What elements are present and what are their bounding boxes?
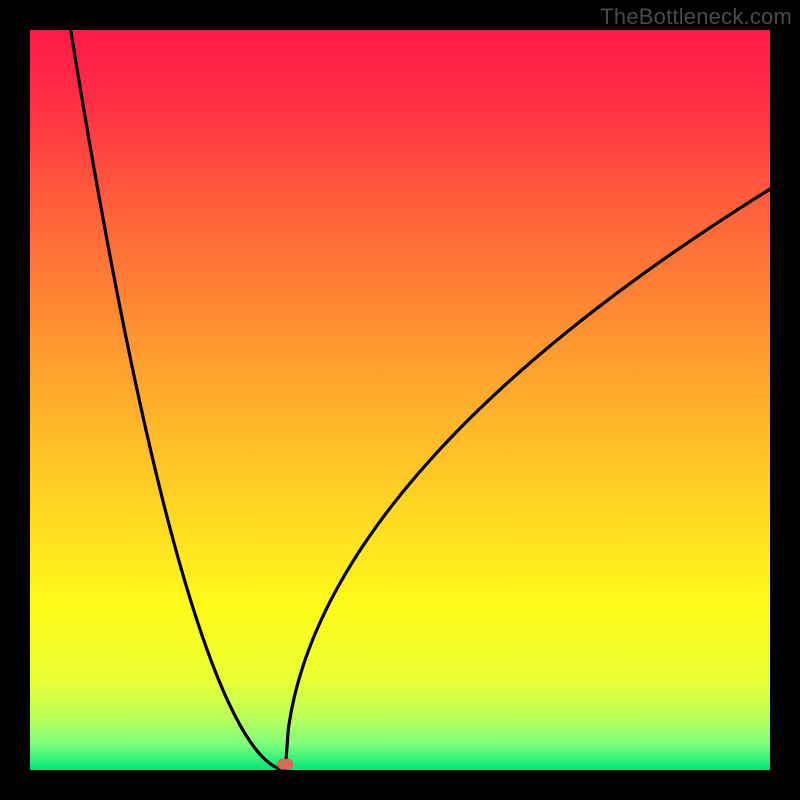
- chart-container: TheBottleneck.com: [0, 0, 800, 800]
- chart-svg: [0, 0, 800, 800]
- valley-marker: [277, 759, 293, 770]
- plot-area: [30, 30, 770, 770]
- watermark-text: TheBottleneck.com: [600, 4, 792, 30]
